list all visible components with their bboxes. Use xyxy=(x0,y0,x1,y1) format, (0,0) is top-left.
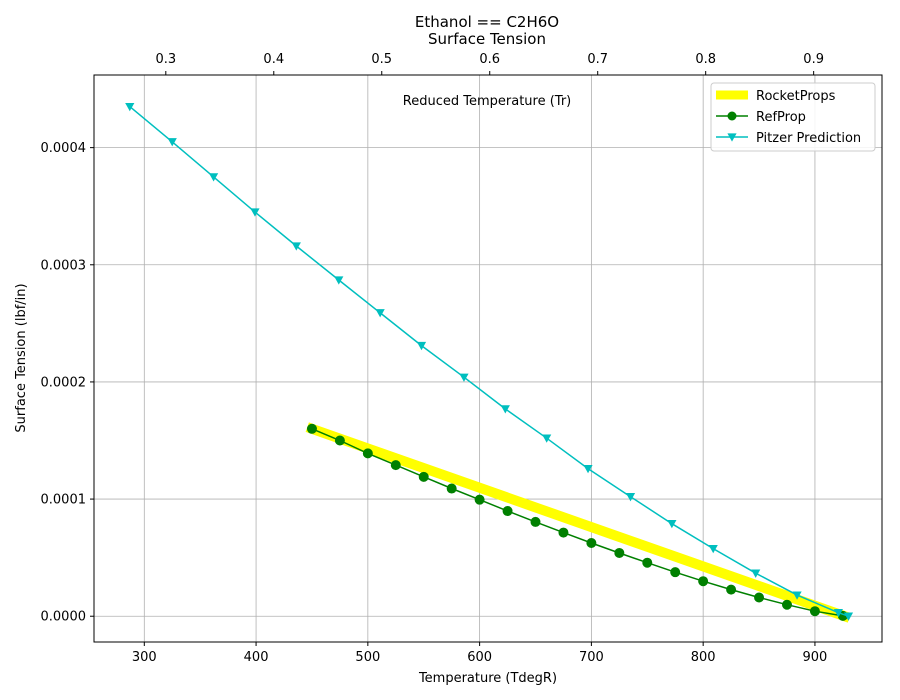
x2-tick-label: 0.5 xyxy=(371,52,392,67)
pitzer-point xyxy=(167,138,177,147)
refprop-point xyxy=(754,592,765,603)
pitzer-point xyxy=(500,405,510,414)
pitzer-point xyxy=(208,173,219,182)
legend-label-rocketprops: RocketProps xyxy=(756,89,836,104)
x-tick-label: 600 xyxy=(467,650,492,665)
pitzer-point xyxy=(833,609,844,618)
refprop-point xyxy=(586,538,597,549)
legend-label-pitzer: Pitzer Prediction xyxy=(756,131,861,146)
pitzer-point xyxy=(291,242,301,251)
grid-lines xyxy=(94,75,882,642)
legend: RocketProps RefProp Pitzer Prediction xyxy=(710,82,876,152)
plot-frame xyxy=(93,74,883,643)
refprop-point xyxy=(390,460,401,471)
refprop-point xyxy=(362,448,373,459)
refprop-point xyxy=(502,506,513,517)
pitzer-point xyxy=(125,102,135,112)
refprop-point xyxy=(334,435,345,446)
x-tick-label: 700 xyxy=(579,650,604,665)
legend-marker-pitzer xyxy=(727,133,737,142)
pitzer-point xyxy=(334,276,344,285)
refprop-point xyxy=(698,576,709,587)
axes: 300 400 500 600 700 800 900 0.0000 0.0001 0.0002 0… xyxy=(41,52,828,665)
chart-subtitle: Surface Tension xyxy=(428,30,546,48)
y-tick-label: 0.0002 xyxy=(41,375,87,390)
legend-box xyxy=(710,82,876,152)
pitzer-point xyxy=(667,519,677,529)
refprop-point xyxy=(306,423,317,434)
x2-tick-label: 0.4 xyxy=(263,52,284,67)
legend-label-refprop: RefProp xyxy=(756,110,806,125)
x-tick-label: 900 xyxy=(803,650,828,665)
series-layer xyxy=(125,102,854,623)
x2-tick-label: 0.6 xyxy=(479,52,500,67)
y-tick-label: 0.0000 xyxy=(41,610,87,625)
legend-marker-refprop xyxy=(727,111,737,121)
pitzer-point xyxy=(542,434,552,443)
pitzer-point xyxy=(375,309,385,318)
x-axis-label: Temperature (TdegR) xyxy=(418,671,557,686)
x2-tick-label: 0.3 xyxy=(155,52,176,67)
y-tick-label: 0.0004 xyxy=(41,141,87,156)
pitzer-point xyxy=(583,464,593,474)
pitzer-line xyxy=(129,106,849,617)
chart-title: Ethanol == C2H6O xyxy=(415,13,559,31)
x2-tick-label: 0.7 xyxy=(587,52,608,67)
x2-axis-label: Reduced Temperature (Tr) xyxy=(403,94,571,109)
pitzer-point xyxy=(751,569,761,578)
refprop-point xyxy=(558,527,569,538)
refprop-point xyxy=(614,547,625,558)
pitzer-point xyxy=(250,208,260,217)
refprop-point xyxy=(781,599,792,610)
refprop-point xyxy=(530,516,541,527)
pitzer-point xyxy=(416,341,427,351)
x2-tick-label: 0.8 xyxy=(695,52,716,67)
x-tick-label: 400 xyxy=(244,650,269,665)
refprop-point xyxy=(670,567,681,578)
x2-tick-label: 0.9 xyxy=(803,52,824,67)
refprop-point xyxy=(726,584,737,595)
rocketprops-line xyxy=(305,422,852,623)
y-tick-label: 0.0003 xyxy=(41,258,87,273)
pitzer-point xyxy=(459,373,469,382)
y-tick-label: 0.0001 xyxy=(41,493,87,508)
refprop-point xyxy=(809,606,820,617)
refprop-point xyxy=(418,471,429,482)
refprop-point xyxy=(474,494,485,505)
refprop-point xyxy=(446,483,457,494)
pitzer-point xyxy=(843,612,854,621)
pitzer-point xyxy=(625,493,636,502)
refprop-point xyxy=(642,557,653,568)
x-tick-label: 500 xyxy=(355,650,380,665)
pitzer-point xyxy=(792,591,802,600)
x-tick-label: 300 xyxy=(132,650,157,665)
x-tick-label: 800 xyxy=(691,650,716,665)
y-axis-label: Surface Tension (lbf/in) xyxy=(14,283,29,432)
pitzer-point xyxy=(708,544,718,554)
